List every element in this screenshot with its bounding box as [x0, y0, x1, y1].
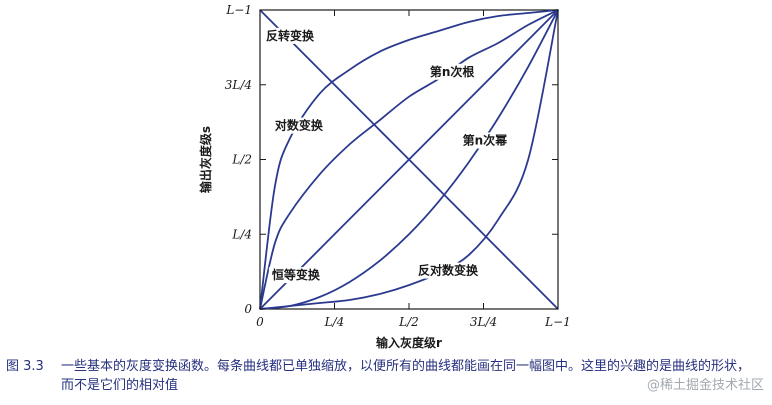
y-tick-label: L/2: [231, 153, 252, 167]
series-label-identity-transform: 恒等变换: [272, 267, 321, 282]
series-label-bg: [262, 27, 317, 44]
series-line-nth-power: [259, 9, 559, 310]
figure-caption-text: 一些基本的灰度变换函数。每条曲线都已单独缩放，以便所有的曲线都能画在同一幅图中。…: [61, 359, 751, 393]
series-line-nth-root: [259, 9, 559, 310]
series-line-identity-transform: [259, 9, 559, 310]
y-tick-label: L−1: [225, 3, 252, 17]
series-label-reverse-transform: 反转变换: [266, 28, 315, 43]
series-label-log-transform: 对数变换: [275, 118, 324, 133]
x-tick-label: L−1: [544, 315, 571, 329]
series-label-bg: [426, 63, 481, 80]
y-tick-label: 3L/4: [225, 78, 252, 92]
x-tick-label: L/4: [324, 315, 345, 329]
y-tick-label: 0: [244, 302, 252, 316]
x-axis-label: 输入灰度级r: [376, 335, 442, 350]
series-label-bg: [268, 267, 323, 284]
series-label-bg: [459, 132, 514, 149]
figure-number: 图 3.3: [6, 359, 44, 374]
x-tick-label: 0: [256, 315, 264, 329]
series-label-inverse-log-transform: 反对数变换: [418, 263, 479, 278]
y-tick-label: L/4: [231, 227, 252, 241]
series-label-nth-root: 第n次根: [430, 64, 475, 79]
y-axis-label: 输出灰度级s: [198, 126, 213, 193]
series-line-inverse-log-transform: [259, 9, 559, 310]
series-line-log-transform: [259, 9, 559, 310]
watermark: @稀土掘金技术社区: [646, 378, 764, 393]
series-label-nth-power: 第n次幂: [463, 133, 509, 148]
series-label-bg: [271, 117, 326, 134]
x-tick-label: 3L/4: [470, 315, 497, 329]
x-tick-label: L/2: [398, 315, 419, 329]
series-label-bg: [414, 262, 481, 279]
